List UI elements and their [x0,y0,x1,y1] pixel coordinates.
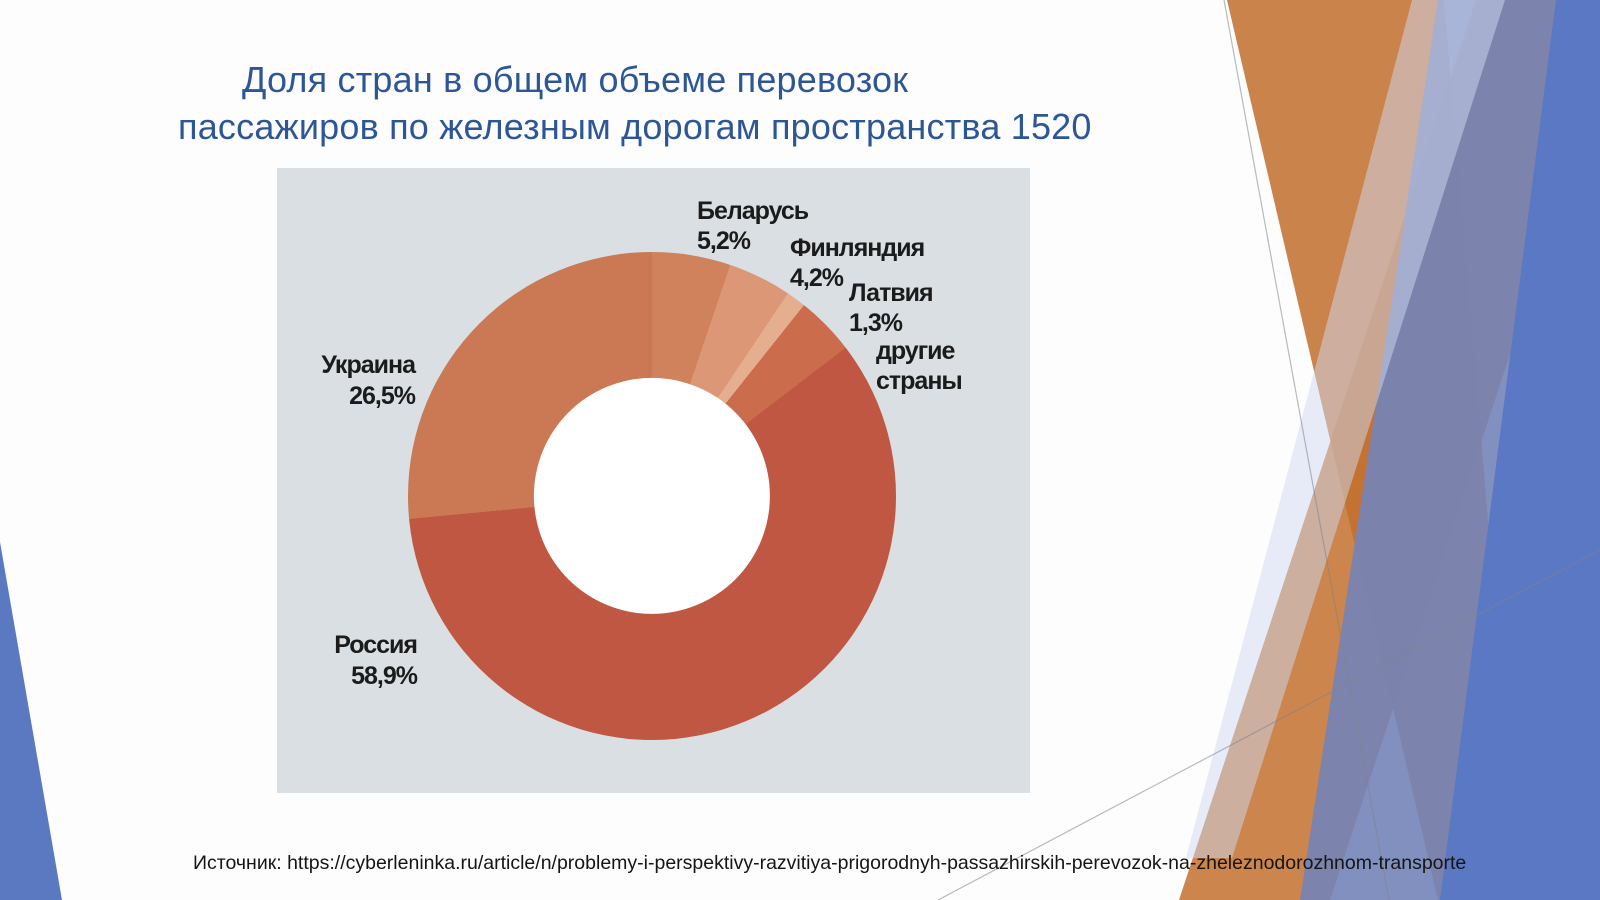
slice-label-ukraine-pct: 26,5% [349,382,416,410]
slice-label-others-line2: страны [876,367,963,395]
slice-label-others-line1: другие [876,337,955,365]
source-citation: Источник: https://cyberleninka.ru/articl… [193,852,1467,874]
chart-panel: Украина 26,5% Россия 58,9% Беларусь 5,2%… [277,168,1030,793]
slide-title-line1: Доля стран в общем объеме перевозок [242,59,909,100]
slice-label-belarus: Беларусь 5,2% [697,196,809,256]
slice-label-belarus-name: Беларусь [697,197,809,225]
slice-label-latvia-pct: 1,3% [849,309,903,337]
slice-label-finland-name: Финляндия [790,234,925,262]
muted-blue-ribbon [1300,0,1560,900]
slice-label-russia-pct: 58,9% [351,662,418,690]
bright-blue-ribbon [1440,0,1600,900]
slice-label-latvia: Латвия 1,3% [849,278,934,338]
slide-title-line2: пассажиров по железным дорогам пространс… [178,106,1092,147]
light-blue-ribbon [1186,0,1505,858]
slice-label-ukraine: Украина 26,5% [277,350,416,412]
hairline-diagonal-2 [937,549,1600,900]
slice-label-latvia-name: Латвия [849,279,934,307]
hairline-diagonal-1 [1223,0,1390,900]
slice-label-others: другие страны [876,336,963,396]
slice-label-russia-name: Россия [334,631,418,659]
slice-label-finland-pct: 4,2% [790,264,844,292]
slice-label-ukraine-name: Украина [321,351,416,379]
slice-label-russia: Россия 58,9% [277,630,418,692]
donut-hole [533,377,771,615]
slice-label-finland: Финляндия 4,2% [790,233,925,293]
slice-label-belarus-pct: 5,2% [697,227,751,255]
corner-blue-wedge [0,542,62,900]
donut-chart [408,252,896,740]
